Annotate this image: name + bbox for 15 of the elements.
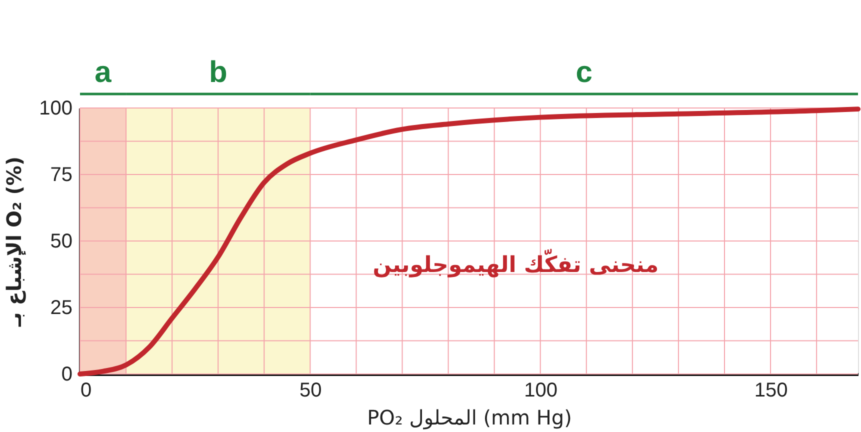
y-tick-label: 25 bbox=[50, 297, 72, 319]
x-tick-label: 150 bbox=[754, 380, 788, 402]
x-axis-title: PO₂ المحلول (mm Hg) bbox=[367, 406, 572, 430]
band-label: b bbox=[208, 56, 228, 89]
y-tick-label: 0 bbox=[61, 364, 72, 386]
y-tick-label: 50 bbox=[50, 230, 72, 252]
x-tick-label: 0 bbox=[80, 380, 92, 402]
y-axis-title: الإشباع بـ O₂ (%) bbox=[2, 156, 26, 328]
y-tick-label: 100 bbox=[39, 98, 72, 120]
band-label: a bbox=[94, 56, 112, 89]
x-tick-label: 50 bbox=[300, 380, 322, 402]
text: منحنى تفكّك الهيموجلوبين bbox=[372, 248, 659, 278]
band-label: c bbox=[576, 56, 592, 89]
x-tick-label: 100 bbox=[524, 380, 558, 402]
y-tick-label: 75 bbox=[50, 164, 72, 186]
